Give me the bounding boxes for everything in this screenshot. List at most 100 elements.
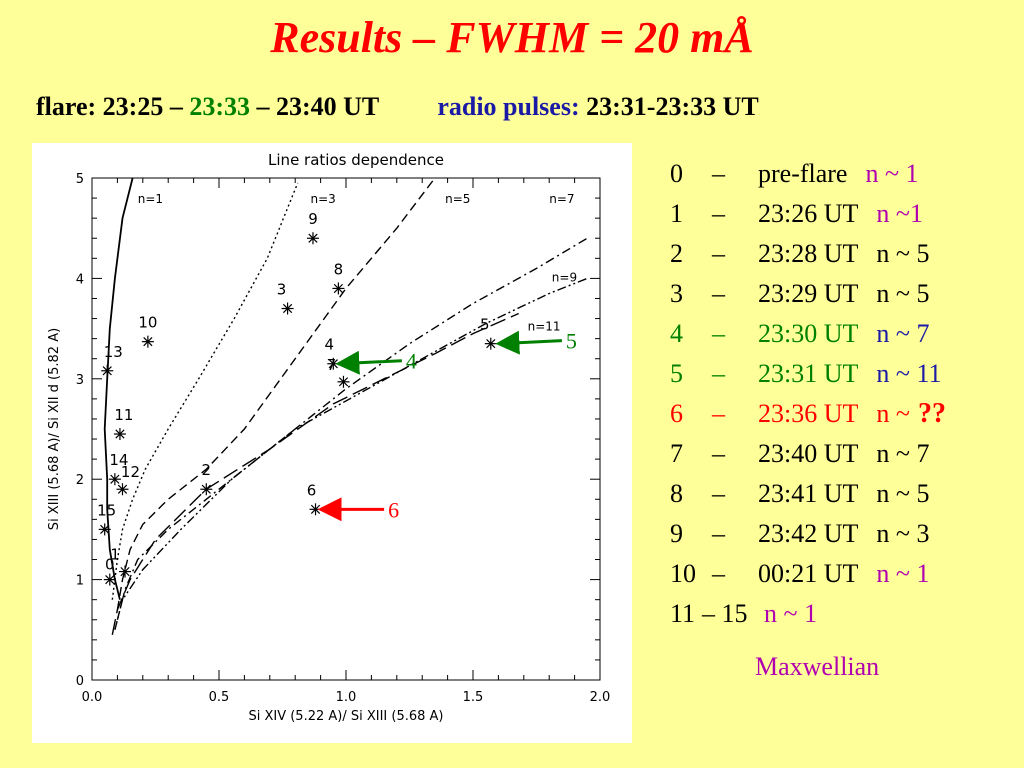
y-tick-label: 1 [76, 574, 84, 589]
legend-time: pre-flare [758, 159, 848, 188]
data-point-13 [101, 364, 114, 377]
data-point-3 [281, 302, 294, 315]
data-point-label: 6 [307, 481, 317, 499]
data-point-label: 9 [308, 210, 318, 228]
legend-dash: – [712, 199, 725, 228]
legend-index: 9 [670, 519, 683, 548]
data-point-label: 13 [104, 343, 123, 361]
legend-dash: – [712, 159, 725, 188]
asterisk-stroke [115, 429, 125, 439]
asterisk-stroke [105, 574, 115, 585]
x-tick-label: 1.5 [463, 690, 484, 705]
legend-row: 2– 23:28 UT n ~ 5 [670, 234, 1010, 274]
y-tick-label: 3 [76, 373, 84, 388]
data-point-label: 8 [334, 260, 344, 278]
asterisk-stroke [333, 283, 344, 294]
legend-density: n ~ 11 [876, 359, 942, 388]
density-curve-n5 [116, 178, 436, 610]
legend-dash: – [712, 399, 725, 428]
legend-row: 8– 23:41 UT n ~ 5 [670, 474, 1010, 514]
data-point-14 [108, 473, 121, 486]
y-axis-label: Si XIII (5.68 A)/ Si XII d (5.82 A) [47, 328, 62, 530]
legend-dash: – [712, 319, 725, 348]
legend-index: 5 [670, 359, 683, 388]
legend-row: 6– 23:36 UT n ~?? [670, 394, 1010, 434]
curve-label: n=3 [310, 192, 335, 206]
data-point-label: 11 [114, 406, 133, 424]
legend-time: 23:36 UT [758, 399, 859, 428]
legend-dash: – [712, 519, 725, 548]
legend-density: n ~ 3 [876, 519, 930, 548]
data-point-label: 7 [327, 356, 337, 374]
data-point-9 [306, 232, 319, 245]
data-point-10 [141, 335, 154, 348]
data-point-12 [116, 483, 129, 496]
legend-index: 2 [670, 239, 683, 268]
legend-index: 1 [670, 199, 683, 228]
y-tick-label: 5 [76, 172, 84, 187]
maxwellian-note: Maxwellian [755, 652, 880, 681]
asterisk-stroke [338, 377, 349, 387]
legend-density: n ~ 5 [876, 239, 930, 268]
x-tick-label: 0.0 [82, 690, 103, 705]
legend-time: 00:21 UT [758, 559, 859, 588]
legend-row: 3– 23:29 UT n ~ 5 [670, 274, 1010, 314]
legend-density: n ~ 5 [876, 279, 930, 308]
radio-value: 23:31-23:33 UT [586, 92, 759, 121]
x-tick-label: 2.0 [590, 690, 611, 705]
data-point-8 [332, 282, 345, 295]
annotation-arrow-label: 6 [388, 497, 399, 522]
legend-time: 23:31 UT [758, 359, 859, 388]
data-point-0 [103, 573, 116, 586]
plot-panel: Line ratios dependence 0.0 0.5 1.0 1.5 2.0 0 1 2… [32, 143, 632, 743]
legend-time: 23:28 UT [758, 239, 859, 268]
legend-time: 23:30 UT [758, 319, 859, 348]
data-point-5 [484, 337, 497, 350]
data-point-15 [98, 523, 111, 536]
legend-dash: – [712, 359, 725, 388]
legend-index: 3 [670, 279, 683, 308]
x-axis-label: Si XIV (5.22 A)/ Si XIII (5.68 A) [248, 709, 443, 724]
legend-index: 4 [670, 319, 683, 348]
data-point-label: 14 [109, 451, 128, 469]
asterisk-stroke [308, 233, 318, 243]
legend-density: n ~ 5 [876, 479, 930, 508]
y-tick-label: 2 [76, 473, 84, 488]
legend-index: 8 [670, 479, 683, 508]
curve-label: n=9 [552, 270, 577, 284]
legend-row: 4– 23:30 UT n ~ 7 [670, 314, 1010, 354]
slide-title: Results – FWHM = 20 mÅ [270, 13, 754, 62]
flare-label: flare: [36, 92, 97, 121]
legend-row: 11– 15 n ~ 1 [670, 594, 1010, 634]
data-point-1 [119, 565, 132, 578]
legend-dash: – [712, 439, 725, 468]
legend-density: n ~ 1 [865, 159, 919, 188]
legend-density: n ~ 7 [876, 439, 930, 468]
legend-row: 7– 23:40 UT n ~ 7 [670, 434, 1010, 474]
data-point-label: 1 [110, 546, 120, 564]
legend-unknown-marker: ?? [917, 398, 946, 429]
annotation-arrow-5 [495, 330, 562, 355]
radio-label: radio pulses: [437, 92, 580, 121]
curve-label: n=5 [445, 192, 470, 206]
flare-peak: 23:33 [189, 92, 250, 121]
legend-dash: – [712, 559, 725, 588]
x-tick-label: 0.5 [209, 690, 230, 705]
legend-row: 0– pre-flare n ~ 1 [670, 154, 1010, 194]
legend-density: n ~ 7 [876, 319, 930, 348]
legend-row: 1– 23:26 UT n ~1 [670, 194, 1010, 234]
data-point-label: 3 [277, 281, 287, 299]
asterisk-stroke [143, 337, 153, 347]
curve-label: n=7 [549, 192, 574, 206]
data-point-11 [113, 428, 126, 441]
density-curve-n7 [116, 237, 588, 620]
legend-time: 23:26 UT [758, 199, 859, 228]
data-point-7 [337, 375, 350, 388]
data-point-label: 2 [202, 461, 212, 479]
legend-time: 23:29 UT [758, 279, 859, 308]
data-point-label: 15 [97, 501, 116, 519]
density-curve-n1 [103, 178, 134, 600]
flare-end: – 23:40 UT [256, 92, 379, 121]
legend-dash: – 15 [702, 599, 748, 628]
